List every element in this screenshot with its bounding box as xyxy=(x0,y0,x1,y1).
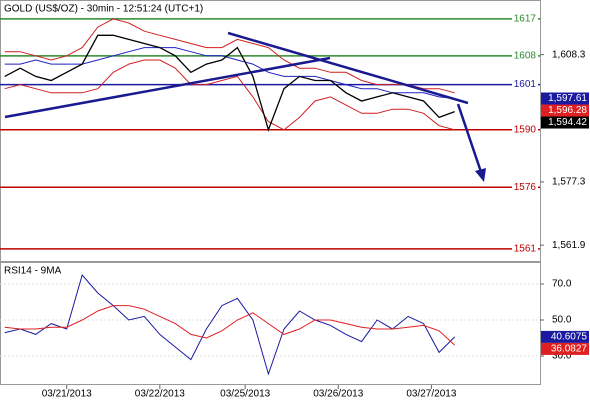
y-tick-label: 1,577.3 xyxy=(552,177,586,188)
level-label-bg xyxy=(512,123,538,136)
last-value-label: 1,594.42 xyxy=(548,117,587,128)
series-line xyxy=(4,47,455,99)
resistance-trendline xyxy=(227,31,469,105)
rsi-frame xyxy=(0,262,541,385)
level-label: 1608 xyxy=(514,50,537,61)
series-line xyxy=(4,59,455,131)
last-value-box xyxy=(541,116,589,129)
last-value-box xyxy=(541,92,589,105)
level-label: 1576 xyxy=(514,182,537,193)
last-value-label: 1,596.28 xyxy=(548,105,587,116)
y-tick-label: 1,608.3 xyxy=(552,49,586,60)
level-label: 1561 xyxy=(514,243,537,254)
x-tick-label: 03/26/2013 xyxy=(313,389,363,400)
y-tick-label: 1,561.9 xyxy=(552,240,586,251)
level-label-bg xyxy=(512,12,538,25)
chart-title: GOLD (US$/OZ) - 30min - 12:51:24 (UTC+1) xyxy=(4,4,203,15)
level-label-bg xyxy=(512,242,538,255)
label-layer: 1,608.31,592.81,577.31,561.91,597.611,59… xyxy=(541,49,589,362)
x-tick-label: 03/21/2013 xyxy=(42,389,92,400)
level-label: 1590 xyxy=(514,124,537,135)
last-value-box xyxy=(541,330,589,343)
series-line xyxy=(4,273,456,376)
last-value-box xyxy=(541,342,589,355)
arrow-head xyxy=(475,168,486,182)
projection-arrow xyxy=(456,103,483,173)
support-trendline xyxy=(4,56,331,119)
level-label: 1601 xyxy=(514,79,537,90)
x-tick-label: 03/25/2013 xyxy=(220,389,270,400)
main-frame xyxy=(0,0,541,262)
level-label: 1617 xyxy=(514,14,537,25)
x-tick-label: 03/22/2013 xyxy=(135,389,185,400)
level-label-bg xyxy=(512,78,538,91)
last-value-label: 36.0827 xyxy=(551,344,588,355)
series-line xyxy=(4,34,455,132)
x-tick-label: 03/27/2013 xyxy=(406,389,456,400)
level-label-bg xyxy=(512,181,538,194)
last-value-label: 40.6075 xyxy=(551,332,588,343)
plot-layer: 1617 1608 1601 1590 1576 1561 03/21/2013 03/22/… xyxy=(0,12,544,400)
last-value-label: 1,597.61 xyxy=(548,93,587,104)
y-tick-label: 50.0 xyxy=(552,315,572,326)
last-value-box xyxy=(541,104,589,117)
level-label-bg xyxy=(512,49,538,62)
series-line xyxy=(4,18,455,94)
y-tick-label: 70.0 xyxy=(552,279,572,290)
y-tick-label: 30.0 xyxy=(552,351,572,362)
series-line xyxy=(4,305,456,346)
rsi-title: RSI14 - 9MA xyxy=(4,266,62,277)
